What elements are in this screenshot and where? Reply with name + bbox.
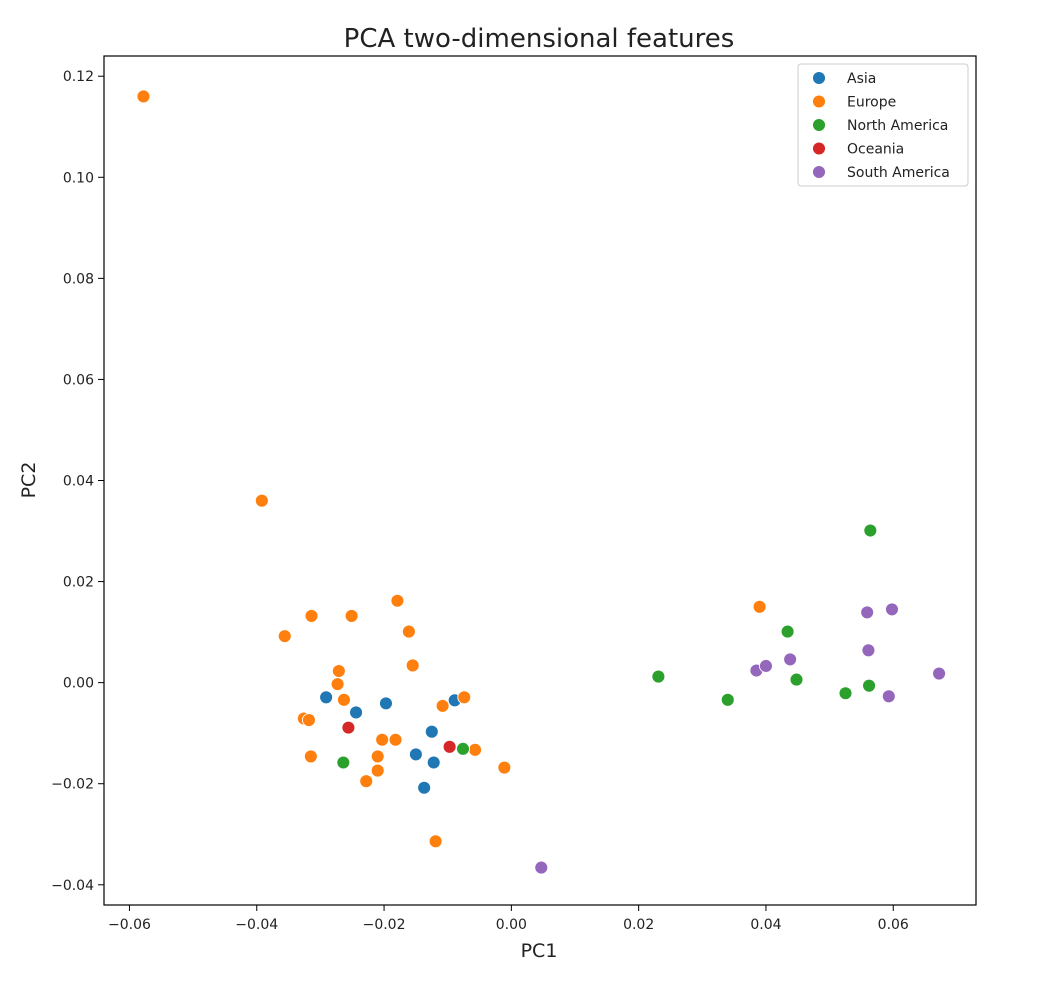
x-tick-label: −0.06 (108, 917, 151, 933)
legend-label-south-america: South America (847, 165, 950, 181)
data-point-north-america (336, 755, 351, 770)
data-point-europe (344, 608, 359, 623)
x-tick-label: 0.02 (623, 917, 654, 933)
data-point-north-america (789, 672, 804, 687)
x-tick-label: −0.04 (235, 917, 278, 933)
data-point-asia (408, 747, 423, 762)
data-point-asia (417, 780, 432, 795)
data-point-south-america (885, 602, 899, 617)
data-point-europe (375, 732, 390, 747)
data-point-europe (330, 677, 345, 692)
legend-marker-south-america (812, 165, 826, 179)
data-point-europe (401, 624, 416, 639)
legend-marker-north-america (812, 118, 826, 132)
data-point-north-america (720, 692, 735, 707)
x-tick-label: 0.04 (750, 917, 781, 933)
x-axis-label: PC1 (521, 940, 558, 962)
legend-label-oceania: Oceania (847, 142, 904, 158)
data-point-europe (331, 664, 346, 678)
data-point-europe (405, 658, 420, 673)
y-tick-label: 0.08 (63, 271, 94, 287)
data-points-layer (136, 89, 947, 875)
data-point-europe (370, 749, 385, 764)
y-tick-label: 0.02 (63, 575, 94, 591)
data-point-north-america (456, 741, 470, 756)
legend-marker-asia (812, 71, 826, 85)
data-point-south-america (881, 689, 896, 704)
data-point-asia (424, 724, 439, 739)
data-point-north-america (838, 686, 853, 701)
data-point-asia (349, 705, 364, 720)
data-point-europe (497, 760, 512, 775)
data-point-europe (254, 493, 269, 508)
data-point-oceania (341, 720, 356, 735)
data-point-south-america (932, 666, 947, 681)
data-point-north-america (780, 624, 795, 639)
data-point-europe (359, 774, 374, 789)
x-tick-label: 0.06 (878, 917, 909, 933)
data-point-south-america (861, 643, 876, 658)
data-point-europe (457, 690, 472, 705)
data-point-south-america (783, 652, 798, 667)
x-tick-label: −0.02 (363, 917, 406, 933)
data-point-europe (428, 834, 443, 849)
y-tick-label: 0.04 (63, 474, 94, 490)
legend-label-north-america: North America (847, 118, 948, 134)
x-axis-ticks: −0.06 −0.04 −0.02 0.00 0.02 0.04 0.06 (108, 905, 909, 933)
data-point-europe (752, 599, 767, 614)
legend-box (797, 63, 969, 187)
data-point-north-america (863, 523, 878, 538)
y-tick-label: 0.10 (63, 170, 94, 186)
data-point-oceania (442, 739, 457, 754)
legend-marker-europe (812, 94, 826, 109)
legend-label-asia: Asia (847, 71, 876, 87)
y-tick-label: 0.06 (63, 372, 94, 388)
y-axis-ticks: −0.04 −0.02 0.00 0.02 0.04 0.06 0.08 0.10 0.12 (51, 69, 104, 894)
data-point-europe (304, 608, 319, 623)
data-point-europe (435, 698, 450, 713)
data-point-europe (468, 742, 483, 757)
y-tick-label: −0.02 (51, 777, 94, 793)
data-point-europe (337, 692, 351, 707)
data-point-europe (390, 593, 405, 608)
data-point-asia (379, 696, 393, 711)
chart-title: PCA two-dimensional features (344, 24, 735, 54)
y-tick-label: −0.04 (51, 878, 94, 894)
data-point-europe (136, 89, 151, 104)
data-point-europe (388, 732, 403, 747)
legend-label-europe: Europe (847, 95, 896, 111)
data-point-south-america (759, 659, 773, 673)
data-point-europe (302, 713, 316, 727)
data-point-europe (277, 629, 292, 644)
legend-marker-oceania (812, 141, 826, 156)
data-point-south-america (860, 605, 875, 620)
x-tick-label: 0.00 (496, 917, 527, 933)
y-tick-label: 0.00 (63, 676, 94, 692)
y-tick-label: 0.12 (63, 69, 94, 85)
data-point-asia (319, 690, 334, 705)
data-point-south-america (534, 860, 549, 875)
y-axis-label: PC2 (18, 462, 40, 499)
legend: Asia Europe North America Oceania South Amer… (797, 63, 969, 187)
data-point-north-america (651, 669, 666, 684)
data-point-europe (370, 763, 385, 778)
data-point-europe (303, 749, 318, 764)
data-point-north-america (862, 678, 877, 693)
data-point-asia (426, 755, 441, 770)
